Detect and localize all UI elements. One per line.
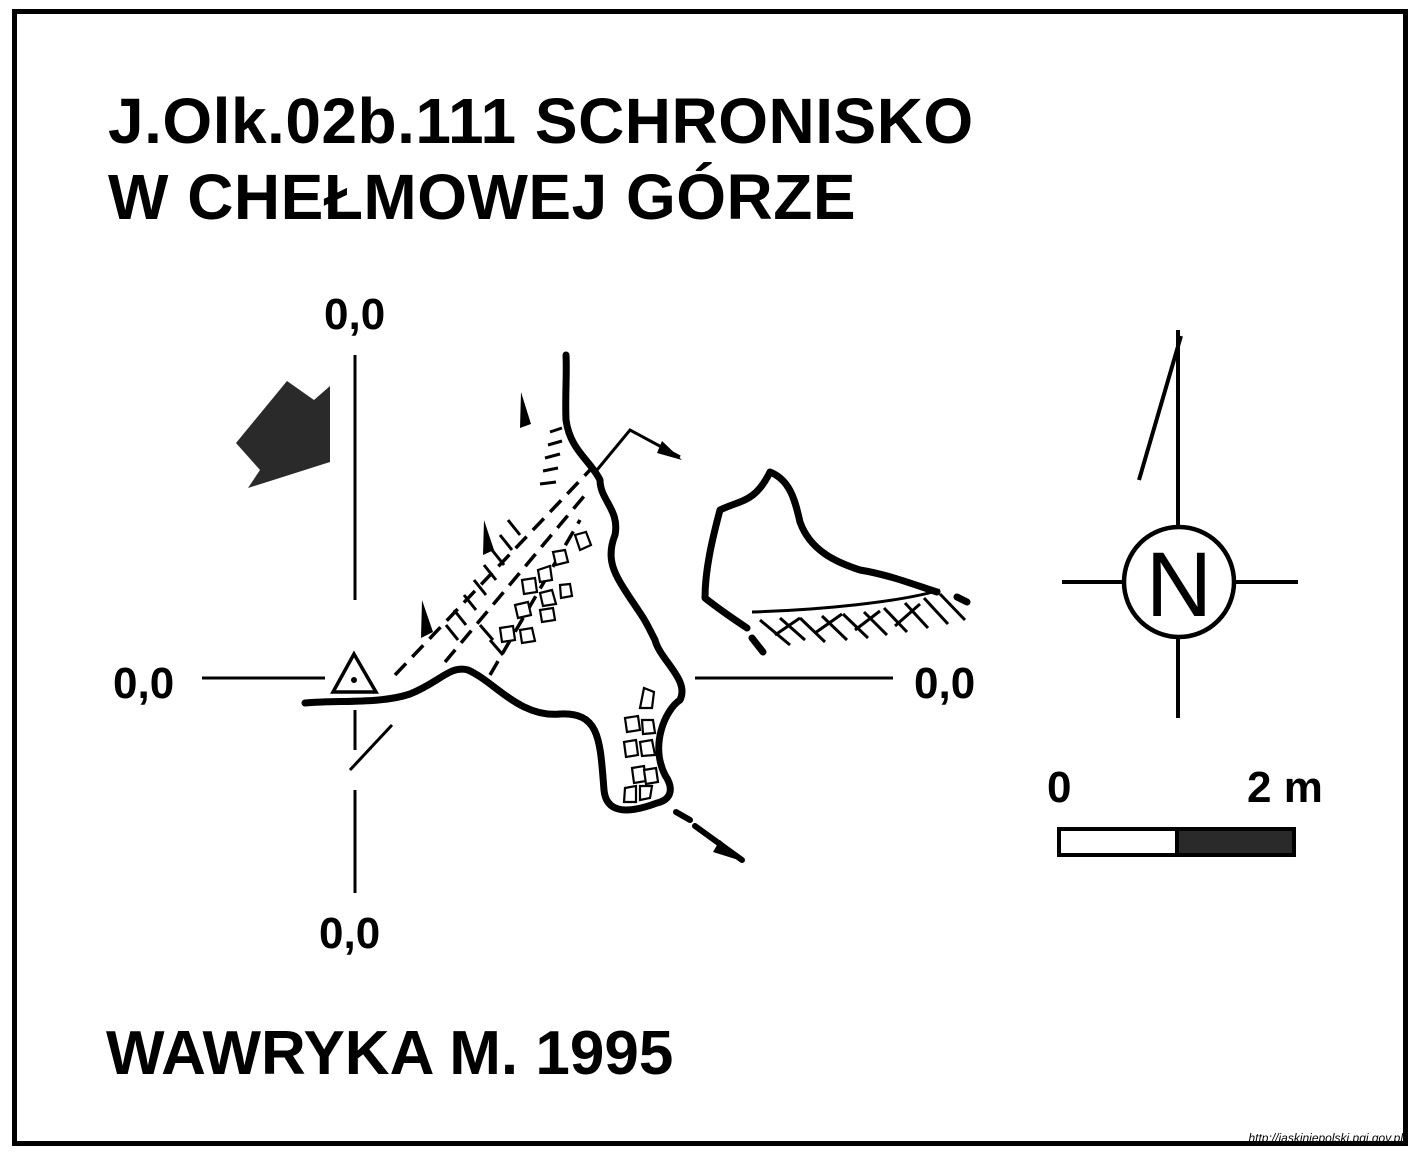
cave-chamber-right <box>701 468 941 632</box>
passage-arrow-head-top <box>657 441 682 460</box>
entrance-arrow-icon <box>236 381 330 488</box>
passage-arrow-head-bottom <box>713 840 745 862</box>
coord-label-left: 0,0 <box>113 659 175 708</box>
author-credit: WAWRYKA M. 1995 <box>106 1019 674 1088</box>
dashed-contours <box>393 468 592 677</box>
cave-title-line2: W CHEŁMOWEJ GÓRZE <box>108 161 857 233</box>
chamber-floor-line <box>751 588 941 614</box>
rubble-blocks <box>498 530 660 804</box>
cave-wall-main <box>301 351 686 814</box>
coord-label-top: 0,0 <box>324 290 386 339</box>
coord-label-bottom: 0,0 <box>319 909 381 958</box>
slope-hatching <box>444 426 563 656</box>
chamber-hatching <box>759 592 967 647</box>
north-compass-icon <box>1062 330 1298 718</box>
passage-arrows <box>348 428 745 863</box>
map-frame <box>12 9 1408 1146</box>
compass-north-letter: N <box>1146 534 1212 636</box>
cave-title-line1: J.Olk.02b.111 SCHRONISKO <box>108 85 974 157</box>
slope-arrowheads <box>421 392 531 638</box>
source-url: http://jaskiniepolski.pgi.gov.pl <box>1248 1131 1403 1145</box>
survey-point-icon <box>330 650 380 694</box>
coord-label-right: 0,0 <box>914 659 976 708</box>
scale-label-end: 2 m <box>1247 763 1323 812</box>
scale-label-start: 0 <box>1047 763 1072 812</box>
coordinate-cross <box>202 355 893 893</box>
scale-bar <box>1057 827 1296 857</box>
cave-chamber-right-dash <box>748 593 971 656</box>
